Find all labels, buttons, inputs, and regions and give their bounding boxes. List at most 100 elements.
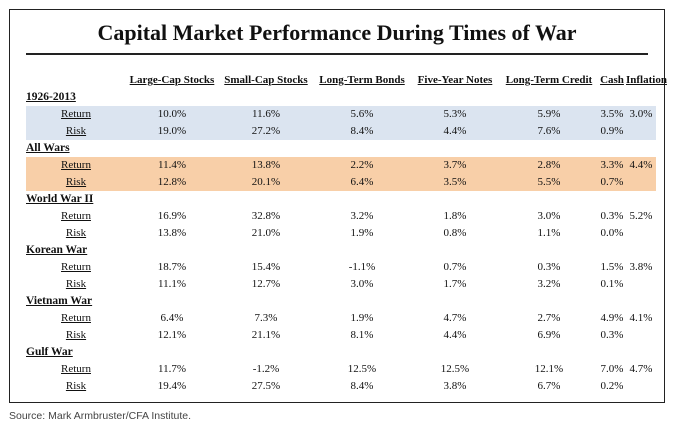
empty-cell [314, 242, 410, 259]
metric-label: Return [26, 106, 126, 123]
empty-cell [314, 89, 410, 106]
value-cell: 13.8% [157, 227, 187, 239]
metric-label: Risk [65, 278, 87, 290]
empty-cell [126, 344, 218, 361]
metric-label: Return [26, 157, 126, 174]
value-cell: 6.9% [537, 329, 561, 341]
value-cell: 8.4% [314, 123, 410, 140]
title-divider [26, 53, 648, 55]
period-row: Gulf War [26, 344, 656, 361]
value-cell: 20.1% [218, 174, 314, 191]
value-cell: 0.0% [600, 227, 624, 239]
value-cell [626, 327, 656, 344]
empty-cell [410, 191, 500, 208]
value-cell: 1.1% [537, 227, 561, 239]
table-row: Risk 11.1% 12.7% 3.0% 1.7% 3.2% 0.1% [26, 276, 656, 293]
period-label: Gulf War [26, 346, 73, 358]
empty-cell [410, 89, 500, 106]
value-cell: 4.7% [629, 363, 653, 375]
metric-label: Return [61, 210, 91, 222]
empty-cell [626, 191, 656, 208]
period-label: Vietnam War [26, 295, 93, 307]
empty-cell [598, 140, 626, 157]
value-cell: 11.4% [126, 157, 218, 174]
column-header: Small-Cap Stocks [224, 74, 308, 86]
performance-table: Large-Cap Stocks Small-Cap Stocks Long-T… [26, 72, 667, 395]
value-cell: 0.8% [443, 227, 467, 239]
value-cell: 16.9% [157, 210, 187, 222]
value-cell [626, 378, 656, 395]
value-cell: -1.2% [252, 363, 280, 375]
metric-label: Risk [65, 227, 87, 239]
value-cell: 19.4% [157, 380, 187, 392]
value-cell [626, 225, 656, 242]
value-cell: -1.1% [348, 261, 376, 273]
metric-label: Risk [65, 380, 87, 392]
value-cell: 0.7% [598, 174, 626, 191]
value-cell: 3.2% [537, 278, 561, 290]
period-label: Korean War [26, 244, 88, 256]
value-cell: 0.1% [600, 278, 624, 290]
period-label: 1926-2013 [26, 91, 76, 103]
period-row: 1926-2013 [26, 89, 656, 106]
empty-cell [314, 140, 410, 157]
value-cell: 3.7% [410, 157, 500, 174]
value-cell: 7.0% [600, 363, 624, 375]
value-cell: 7.3% [254, 312, 278, 324]
metric-label: Return [61, 312, 91, 324]
value-cell: 3.0% [626, 106, 656, 123]
column-header-row: Large-Cap Stocks Small-Cap Stocks Long-T… [26, 72, 667, 89]
empty-cell [218, 242, 314, 259]
value-cell: 2.7% [537, 312, 561, 324]
value-cell: 1.8% [443, 210, 467, 222]
empty-cell [598, 344, 626, 361]
empty-cell [314, 293, 410, 310]
value-cell: 5.9% [500, 106, 598, 123]
table-figure: Capital Market Performance During Times … [9, 9, 667, 403]
table-row: Risk 13.8% 21.0% 1.9% 0.8% 1.1% 0.0% [26, 225, 656, 242]
empty-cell [598, 191, 626, 208]
value-cell: 4.9% [600, 312, 624, 324]
empty-cell [626, 89, 656, 106]
period-row: Korean War [26, 242, 656, 259]
value-cell: 3.3% [598, 157, 626, 174]
value-cell: 11.7% [157, 363, 186, 375]
empty-cell [500, 89, 598, 106]
period-row: All Wars [26, 140, 656, 157]
value-cell: 32.8% [251, 210, 281, 222]
period-label: All Wars [26, 142, 70, 154]
value-cell: 1.9% [350, 312, 374, 324]
value-cell: 12.8% [126, 174, 218, 191]
column-header: Inflation [626, 74, 667, 86]
source-note: Source: Mark Armbruster/CFA Institute. [9, 410, 192, 422]
empty-cell [500, 242, 598, 259]
value-cell: 5.3% [410, 106, 500, 123]
empty-cell [218, 293, 314, 310]
empty-cell [598, 242, 626, 259]
empty-cell [218, 89, 314, 106]
value-cell: 11.1% [157, 278, 186, 290]
metric-label: Return [61, 261, 91, 273]
table-row: Return 6.4% 7.3% 1.9% 4.7% 2.7% 4.9% 4.1% [26, 310, 656, 327]
metric-label: Risk [26, 174, 126, 191]
empty-cell [410, 242, 500, 259]
corner-cell [26, 72, 126, 89]
empty-cell [126, 242, 218, 259]
value-cell: 3.8% [629, 261, 653, 273]
column-header: Large-Cap Stocks [129, 74, 215, 86]
period-row: Vietnam War [26, 293, 656, 310]
value-cell: 3.0% [537, 210, 561, 222]
empty-cell [314, 344, 410, 361]
table-row: Risk 19.4% 27.5% 8.4% 3.8% 6.7% 0.2% [26, 378, 656, 395]
value-cell: 0.9% [598, 123, 626, 140]
value-cell: 21.0% [251, 227, 281, 239]
empty-cell [626, 344, 656, 361]
value-cell: 12.5% [440, 363, 470, 375]
value-cell: 21.1% [251, 329, 281, 341]
figure-title: Capital Market Performance During Times … [97, 20, 577, 45]
empty-cell [598, 89, 626, 106]
period-label: World War II [26, 193, 94, 205]
value-cell: 0.3% [600, 210, 624, 222]
value-cell: 1.9% [350, 227, 374, 239]
empty-cell [218, 191, 314, 208]
